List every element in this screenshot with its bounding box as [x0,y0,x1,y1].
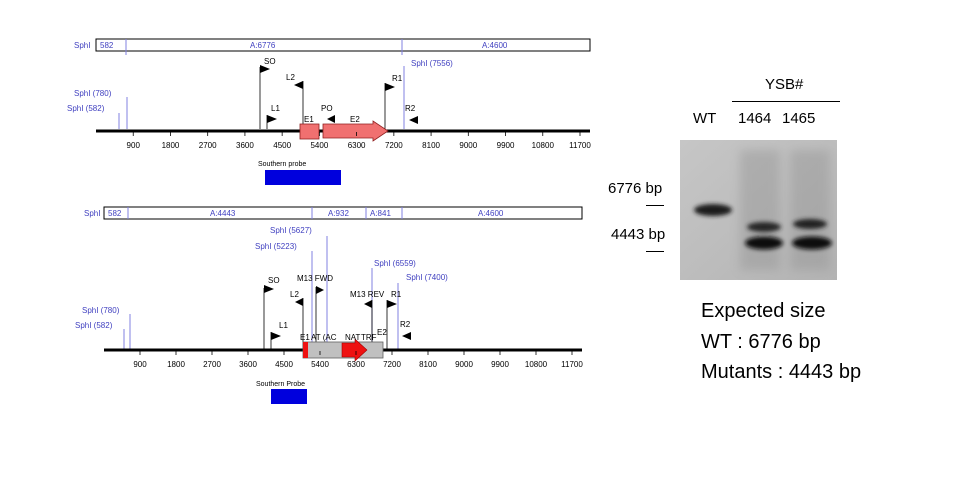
group-label: YSB# [765,76,804,93]
bottom-label-at: AT (AC [311,333,337,342]
band-1465-lower [792,236,832,250]
bottom-map: SphI 582 A:4443 A:932 A:841 A:4600 SphI … [75,206,583,404]
bottom-tick-label: 5400 [311,360,329,369]
band-1465-upper [793,219,827,229]
bottom-segment-bar [103,206,583,220]
top-marker-582: SphI (582) [67,104,105,113]
bottom-tick-label: 10800 [525,360,548,369]
top-seg-sphi: SphI [74,41,90,50]
bottom-probe-label: Southern Probe [256,381,305,388]
bottom-label-trf: TRF [361,333,377,342]
group-underline [732,101,840,102]
top-tick-label: 7200 [385,141,403,150]
top-seg-6776: A:6776 [250,41,276,50]
expected-mutants: Mutants : 4443 bp [701,361,862,383]
bottom-marker-780: SphI (780) [82,306,120,315]
bottom-marker-5627: SphI (5627) [270,226,312,235]
bottom-seg-582: 582 [108,209,122,218]
top-southern-probe [265,170,341,185]
top-label-e1: E1 [304,115,314,124]
top-tick-label: 8100 [422,141,440,150]
bottom-label-so: SO [268,276,280,285]
top-tick-label: 9000 [459,141,477,150]
top-exon-e1 [299,123,320,140]
top-probe-label: Southern probe [258,161,306,168]
bottom-southern-probe [271,389,307,404]
top-label-l2: L2 [286,73,295,82]
bottom-seg-841: A:841 [370,209,391,218]
bottom-label-e2: E2 [377,328,387,337]
top-axis-ticks: 900 1800 2700 3600 4500 5400 6300 7200 8100 9000 9… [127,132,591,150]
gene-maps: SphI 582 A:6776 A:4600 SphI (780) SphI (… [67,38,591,404]
top-marker-780: SphI (780) [74,89,112,98]
top-exon-e2 [322,120,389,142]
bottom-label-l2: L2 [290,290,299,299]
bottom-tick-label: 6300 [347,360,365,369]
top-label-r1: R1 [392,74,403,83]
marker-6776-line [646,205,664,206]
top-tick-label: 900 [127,141,141,150]
band-wt-6776 [694,204,732,216]
expected-title: Expected size [701,300,826,322]
bottom-seg-4443: A:4443 [210,209,236,218]
top-label-e2: E2 [350,115,360,124]
bottom-marker-7400: SphI (7400) [406,273,448,282]
lane-label-1465: 1465 [782,110,816,127]
band-1464-upper [747,222,781,232]
top-tick-label: 1800 [162,141,180,150]
top-seg-582: 582 [100,41,114,50]
bottom-tick-label: 3600 [239,360,257,369]
marker-6776: 6776 bp [608,180,663,197]
expected-wt: WT : 6776 bp [701,331,821,353]
southern-blot-image [680,140,837,280]
top-tick-label: 5400 [310,141,328,150]
bottom-tick-label: 9000 [455,360,473,369]
lane-label-1464: 1464 [738,110,772,127]
top-tick-label: 6300 [348,141,366,150]
lane-label-wt: WT [693,110,717,127]
marker-4443: 4443 bp [611,226,666,243]
top-segment-bar [95,38,591,52]
top-tick-label: 9900 [497,141,515,150]
top-tick-label: 11700 [569,141,591,150]
top-map: SphI 582 A:6776 A:4600 SphI (780) SphI (… [67,38,591,185]
bottom-tick-label: 9900 [491,360,509,369]
bottom-nat-arrow [341,338,368,362]
bottom-marker-6559: SphI (6559) [374,259,416,268]
bottom-label-l1: L1 [279,321,288,330]
top-label-r2: R2 [405,104,416,113]
bottom-label-r2: R2 [400,320,411,329]
top-tick-label: 4500 [273,141,291,150]
bottom-tick-label: 900 [133,360,147,369]
bottom-label-r1: R1 [391,290,402,299]
bottom-tick-label: 2700 [203,360,221,369]
top-seg-4600: A:4600 [482,41,508,50]
bottom-axis-ticks: 900 1800 2700 3600 4500 5400 6300 7200 8100 9000 9… [133,351,583,369]
top-label-po: PO [321,104,333,113]
bottom-tick-label: 8100 [419,360,437,369]
top-label-l1: L1 [271,104,280,113]
bottom-tick-label: 7200 [383,360,401,369]
bottom-seg-4600: A:4600 [478,209,504,218]
bottom-tick-label: 11700 [561,360,583,369]
top-tick-label: 2700 [199,141,217,150]
marker-4443-line [646,251,664,252]
bottom-marker-582: SphI (582) [75,321,113,330]
band-1464-lower [745,236,783,250]
top-tick-label: 3600 [236,141,254,150]
bottom-label-nat: NAT [345,333,361,342]
bottom-marker-5223: SphI (5223) [255,242,297,251]
top-marker-7556: SphI (7556) [411,59,453,68]
top-tick-label: 10800 [532,141,555,150]
bottom-exon-e1 [303,342,308,358]
bottom-tick-label: 1800 [167,360,185,369]
bottom-seg-932: A:932 [328,209,349,218]
bottom-label-m13rev: M13 REV [350,290,385,299]
top-label-so: SO [264,57,276,66]
bottom-tick-label: 4500 [275,360,293,369]
bottom-label-m13fwd: M13 FWD [297,274,333,283]
bottom-seg-sphi: SphI [84,209,100,218]
bottom-label-e1: E1 [300,333,310,342]
